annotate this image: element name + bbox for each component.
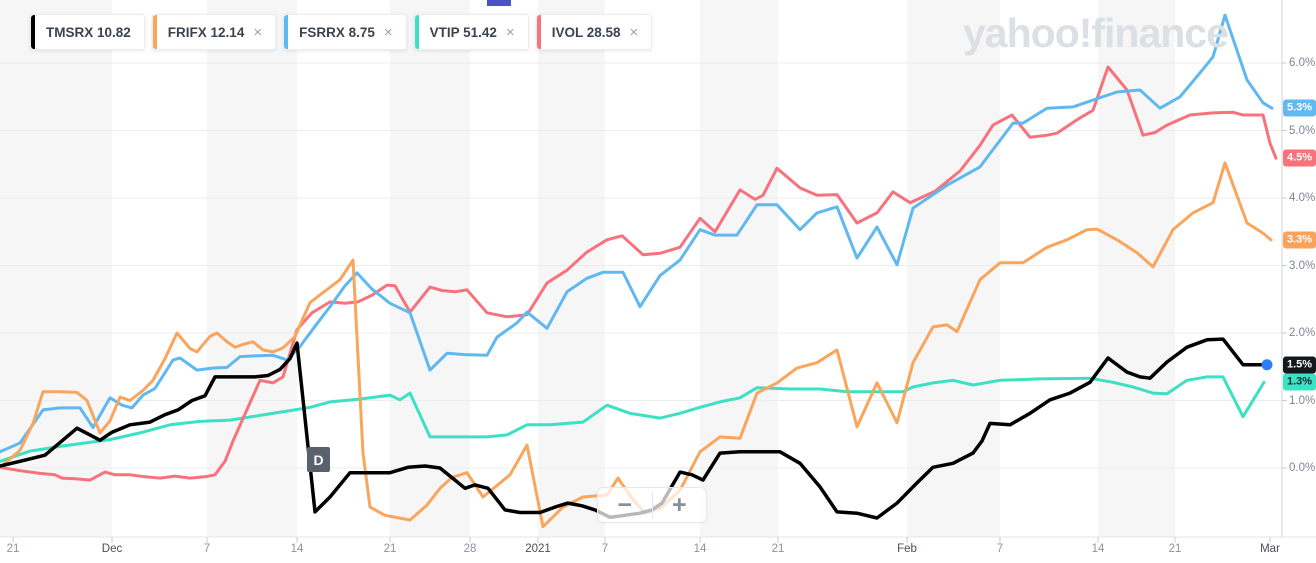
week-band xyxy=(538,0,605,537)
yahoo-finance-watermark: yahoo!finance xyxy=(963,10,1229,56)
price-badge-vtip: 1.3% xyxy=(1283,373,1316,391)
x-tick-label: 14 xyxy=(290,543,304,555)
series-color-bar xyxy=(536,15,541,49)
price-badge-ivol: 4.5% xyxy=(1283,149,1316,167)
close-icon[interactable]: × xyxy=(383,23,393,41)
price-badge-fsrrx: 5.3% xyxy=(1283,99,1316,117)
x-tick-label: 7 xyxy=(996,543,1004,555)
series-color-bar xyxy=(31,15,35,49)
series-line-fsrrx xyxy=(0,13,1274,454)
zoom-control: − + xyxy=(597,487,707,523)
x-tick-label: Dec xyxy=(101,543,123,555)
current-price-dot xyxy=(1261,359,1273,371)
close-icon[interactable]: × xyxy=(629,23,639,41)
y-axis-label: 6.0% xyxy=(1289,57,1316,69)
series-color-bar xyxy=(414,15,419,49)
series-line-ivol xyxy=(0,65,1278,482)
week-band xyxy=(207,0,297,537)
legend-pill-label: VTIP 51.42 xyxy=(429,24,497,40)
legend-pill-vtip[interactable]: VTIP 51.42 × xyxy=(413,14,529,50)
series-line-vtip xyxy=(0,375,1266,463)
y-axis-label: 4.0% xyxy=(1289,192,1316,204)
week-band xyxy=(390,0,470,537)
zoom-divider xyxy=(651,492,653,518)
week-band xyxy=(700,0,778,537)
legend-pill-row: TMSRX 10.82 FRIFX 12.14 × FSRRX 8.75 × VTIP 5… xyxy=(30,14,653,50)
x-tick-label: 21 xyxy=(383,543,397,555)
legend-pill-fsrrx[interactable]: FSRRX 8.75 × xyxy=(283,14,407,50)
y-axis-label: 3.0% xyxy=(1289,259,1316,272)
series-color-bar xyxy=(284,15,289,49)
zoom-in-button[interactable]: + xyxy=(671,490,687,519)
legend-pill-label: TMSRX 10.82 xyxy=(46,24,131,40)
y-axis-label: 0.0% xyxy=(1289,462,1316,474)
week-band xyxy=(1098,0,1175,537)
dividend-event-badge[interactable]: D xyxy=(307,447,330,472)
price-badge-tmsrx: 1.5% xyxy=(1283,356,1316,374)
y-axis-label: 5.0% xyxy=(1289,124,1316,137)
x-tick-label: 7 xyxy=(203,543,211,555)
x-tick-label: 14 xyxy=(693,543,707,555)
legend-pill-label: IVOL 28.58 xyxy=(551,24,621,40)
series-line-frifx xyxy=(0,161,1273,529)
y-axis-label: 1.0% xyxy=(1289,394,1316,407)
close-icon[interactable]: × xyxy=(505,23,515,41)
x-tick-label: 14 xyxy=(1091,543,1105,555)
x-tick-label: 21 xyxy=(1168,543,1182,555)
legend-pill-tmsrx[interactable]: TMSRX 10.82 xyxy=(30,14,145,50)
series-line-tmsrx xyxy=(0,337,1266,520)
series-color-bar xyxy=(152,15,157,49)
legend-pill-label: FSRRX 8.75 xyxy=(299,24,375,40)
x-tick-label: 7 xyxy=(601,543,609,555)
x-tick-label: Feb xyxy=(897,543,917,555)
legend-pill-frifx[interactable]: FRIFX 12.14 × xyxy=(151,14,277,50)
x-tick-label: 2021 xyxy=(525,543,551,555)
x-tick-label: Mar xyxy=(1260,543,1280,555)
zoom-out-button[interactable]: − xyxy=(617,490,633,519)
top-page-indicator xyxy=(487,0,511,6)
legend-pill-label: FRIFX 12.14 xyxy=(167,24,245,40)
week-band xyxy=(907,0,1000,537)
x-tick-label: 21 xyxy=(771,543,785,555)
price-badge-frifx: 3.3% xyxy=(1283,231,1316,249)
legend-pill-ivol[interactable]: IVOL 28.58 × xyxy=(535,14,653,50)
close-icon[interactable]: × xyxy=(253,23,263,41)
y-axis-label: 2.0% xyxy=(1289,327,1316,339)
x-tick-label: 28 xyxy=(463,543,477,555)
x-tick-label: 21 xyxy=(6,543,20,555)
